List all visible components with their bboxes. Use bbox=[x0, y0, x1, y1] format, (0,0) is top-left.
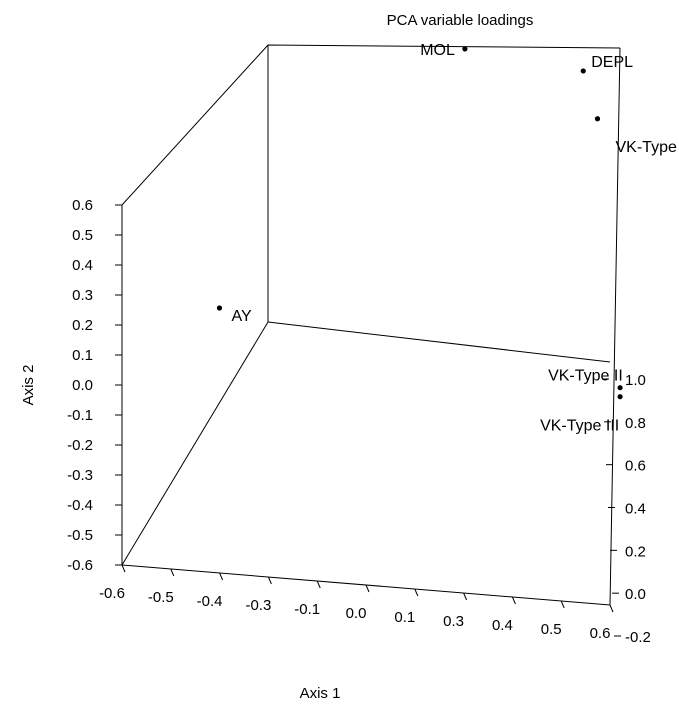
box-right-vertical-edge bbox=[609, 47, 621, 606]
data-point-ay bbox=[216, 305, 223, 311]
x-tick-mark bbox=[560, 600, 565, 609]
data-point-mol bbox=[462, 46, 468, 52]
x-tick-label: 0.5 bbox=[541, 621, 562, 638]
z-tick-label: 0.0 bbox=[625, 586, 646, 603]
x-tick-label: 0.4 bbox=[492, 617, 513, 634]
y-tick-label: -0.1 bbox=[67, 407, 93, 424]
y-tick-label: -0.2 bbox=[67, 437, 93, 454]
y-tick-label: 0.5 bbox=[72, 227, 93, 244]
x-tick-label: -0.3 bbox=[245, 597, 271, 614]
point-label-vk-type-ii: VK-Type II bbox=[548, 368, 623, 385]
x-axis-label: Axis 1 bbox=[300, 685, 341, 702]
data-point-vk-type-i bbox=[594, 116, 601, 122]
plot-box-frame bbox=[121, 44, 621, 606]
z-tick-label: 0.2 bbox=[625, 543, 646, 560]
y-axis-ticks: -0.6 -0.5 -0.4 -0.3 -0.2 -0.1 0.0 0.1 0.2 0.3 0.4 0… bbox=[67, 197, 122, 574]
y-tick-label: -0.6 bbox=[67, 557, 93, 574]
x-tick-mark bbox=[267, 576, 272, 585]
point-label-ay: AY bbox=[231, 308, 251, 325]
x-tick-mark bbox=[219, 572, 224, 581]
x-tick-mark bbox=[463, 592, 468, 601]
y-tick-label: 0.3 bbox=[72, 287, 93, 304]
x-tick-mark bbox=[316, 580, 321, 589]
y-axis-label: Axis 2 bbox=[20, 365, 37, 406]
point-label-mol: MOL bbox=[420, 42, 455, 59]
data-point-vk-type-ii bbox=[617, 385, 623, 391]
y-tick-label: -0.4 bbox=[67, 497, 93, 514]
y-tick-label: 0.1 bbox=[72, 347, 93, 364]
point-label-depl: DEPL bbox=[591, 54, 633, 71]
y-tick-label: 0.4 bbox=[72, 257, 93, 274]
data-point-vk-type-iii bbox=[617, 394, 623, 400]
z-tick-label: 0.8 bbox=[625, 415, 646, 432]
y-tick-label: 0.2 bbox=[72, 317, 93, 334]
z-tick-label: 0.6 bbox=[625, 458, 646, 475]
x-tick-label: 0.0 bbox=[346, 605, 367, 622]
point-label-vk-type-i: VK-Type I bbox=[616, 139, 679, 156]
z-tick-label: 1.0 bbox=[625, 372, 646, 389]
x-tick-label: -0.6 bbox=[99, 585, 125, 602]
x-tick-mark bbox=[121, 564, 126, 573]
x-tick-mark bbox=[414, 588, 419, 597]
data-points: MOL DEPL VK-Type I AY VK-Type II VK-Type III bbox=[216, 42, 679, 435]
x-tick-mark bbox=[365, 584, 370, 593]
x-tick-mark bbox=[170, 568, 175, 577]
box-top-edge bbox=[121, 44, 621, 206]
x-tick-label: 0.1 bbox=[394, 609, 415, 626]
y-tick-label: 0.0 bbox=[72, 377, 93, 394]
x-tick-label: -0.1 bbox=[294, 601, 320, 618]
x-tick-label: 0.6 bbox=[590, 625, 611, 642]
box-back-floor-edge bbox=[267, 321, 611, 363]
x-tick-label: -0.4 bbox=[197, 593, 223, 610]
chart-title: PCA variable loadings bbox=[387, 12, 534, 29]
y-tick-label: 0.6 bbox=[72, 197, 93, 214]
y-tick-label: -0.5 bbox=[67, 527, 93, 544]
z-tick-label: -0.2 bbox=[625, 629, 651, 646]
z-tick-label: 0.4 bbox=[625, 501, 646, 518]
point-label-vk-type-iii: VK-Type III bbox=[540, 418, 619, 435]
box-left-floor-edge bbox=[121, 321, 269, 566]
z-axis-ticks: -0.2 0.0 0.2 0.4 0.6 0.8 1.0 bbox=[602, 372, 651, 646]
x-tick-label: 0.3 bbox=[443, 613, 464, 630]
x-tick-mark bbox=[511, 596, 516, 605]
x-tick-label: -0.5 bbox=[148, 589, 174, 606]
data-point-depl bbox=[580, 68, 586, 74]
x-axis-ticks: -0.6 -0.5 -0.4 -0.3 -0.1 0.0 0.1 0.3 0.4 0.5 0.6 bbox=[99, 564, 614, 642]
y-tick-label: -0.3 bbox=[67, 467, 93, 484]
x-tick-mark bbox=[609, 604, 614, 613]
